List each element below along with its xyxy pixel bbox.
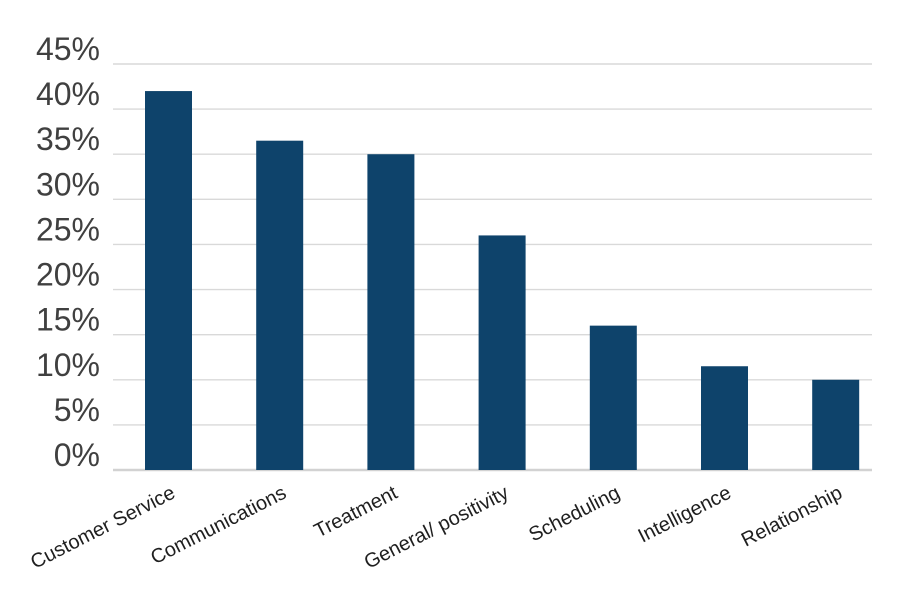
- y-axis-tick-label: 30%: [36, 166, 100, 202]
- bar: [256, 140, 304, 470]
- bar: [701, 366, 748, 470]
- y-axis-tick-label: 40%: [36, 76, 100, 112]
- y-axis-tick-label: 20%: [36, 257, 100, 293]
- bar: [367, 154, 415, 470]
- x-axis-category-label: Relationship: [738, 482, 846, 552]
- bar: [478, 235, 526, 470]
- x-axis-category-label: Treatment: [311, 482, 402, 543]
- bar: [812, 379, 860, 470]
- x-axis-category-label: Intelligence: [635, 482, 735, 548]
- y-axis-tick-label: 0%: [54, 437, 100, 473]
- y-axis-tick-label: 45%: [36, 31, 100, 67]
- y-axis-tick-label: 35%: [36, 121, 100, 157]
- x-axis-category-label: Scheduling: [525, 482, 623, 547]
- y-axis-tick-label: 5%: [54, 392, 100, 428]
- bar: [589, 325, 637, 470]
- y-axis-tick-label: 25%: [36, 211, 100, 247]
- y-axis-tick-label: 10%: [36, 347, 100, 383]
- y-axis-tick-label: 15%: [36, 302, 100, 338]
- bar: [145, 91, 192, 471]
